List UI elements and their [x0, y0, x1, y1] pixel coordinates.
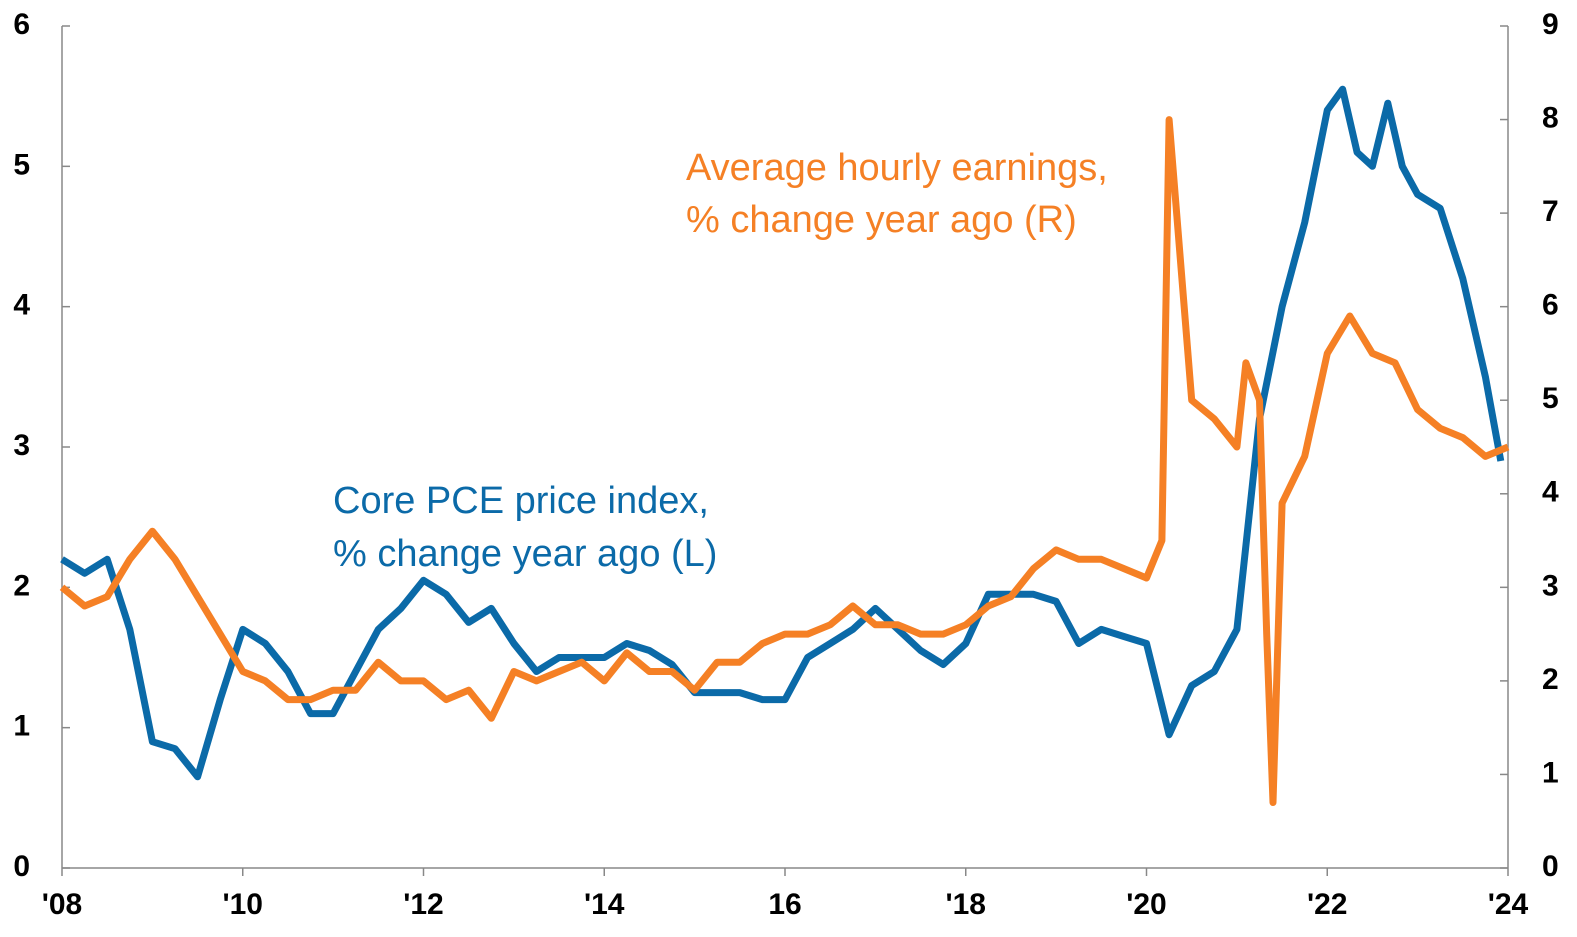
y2-tick-label: 7 [1542, 195, 1559, 228]
y-tick-label: 5 [13, 148, 30, 181]
x-tick-label: '12 [403, 888, 444, 921]
y-tick-label: 4 [13, 289, 30, 322]
y-tick-label: 0 [13, 850, 30, 883]
y2-tick-label: 4 [1542, 476, 1559, 509]
x-tick-label: '18 [945, 888, 986, 921]
y2-tick-label: 0 [1542, 850, 1559, 883]
y2-tick-label: 2 [1542, 663, 1559, 696]
annotation: % change year ago (L) [333, 533, 717, 575]
y2-tick-label: 1 [1542, 756, 1559, 789]
y-tick-label: 2 [13, 569, 30, 602]
x-tick-label: '10 [222, 888, 263, 921]
annotation: % change year ago (R) [686, 199, 1077, 241]
annotation: Core PCE price index, [333, 480, 709, 522]
x-tick-label: 16 [768, 888, 801, 921]
x-tick-label: '22 [1307, 888, 1348, 921]
y-tick-label: 3 [13, 429, 30, 462]
x-tick-label: '24 [1488, 888, 1529, 921]
y-tick-label: 1 [13, 710, 30, 743]
x-tick-label: '14 [584, 888, 625, 921]
x-tick-label: '20 [1126, 888, 1167, 921]
y2-tick-label: 8 [1542, 101, 1559, 134]
x-tick-label: '08 [42, 888, 83, 921]
y2-tick-label: 6 [1542, 289, 1559, 322]
y2-tick-label: 3 [1542, 569, 1559, 602]
y2-tick-label: 5 [1542, 382, 1559, 415]
annotation: Average hourly earnings, [686, 147, 1108, 189]
series-line [60, 85, 1505, 781]
series-line [59, 116, 1510, 806]
y-tick-label: 6 [13, 8, 30, 41]
y2-tick-label: 9 [1542, 8, 1559, 41]
